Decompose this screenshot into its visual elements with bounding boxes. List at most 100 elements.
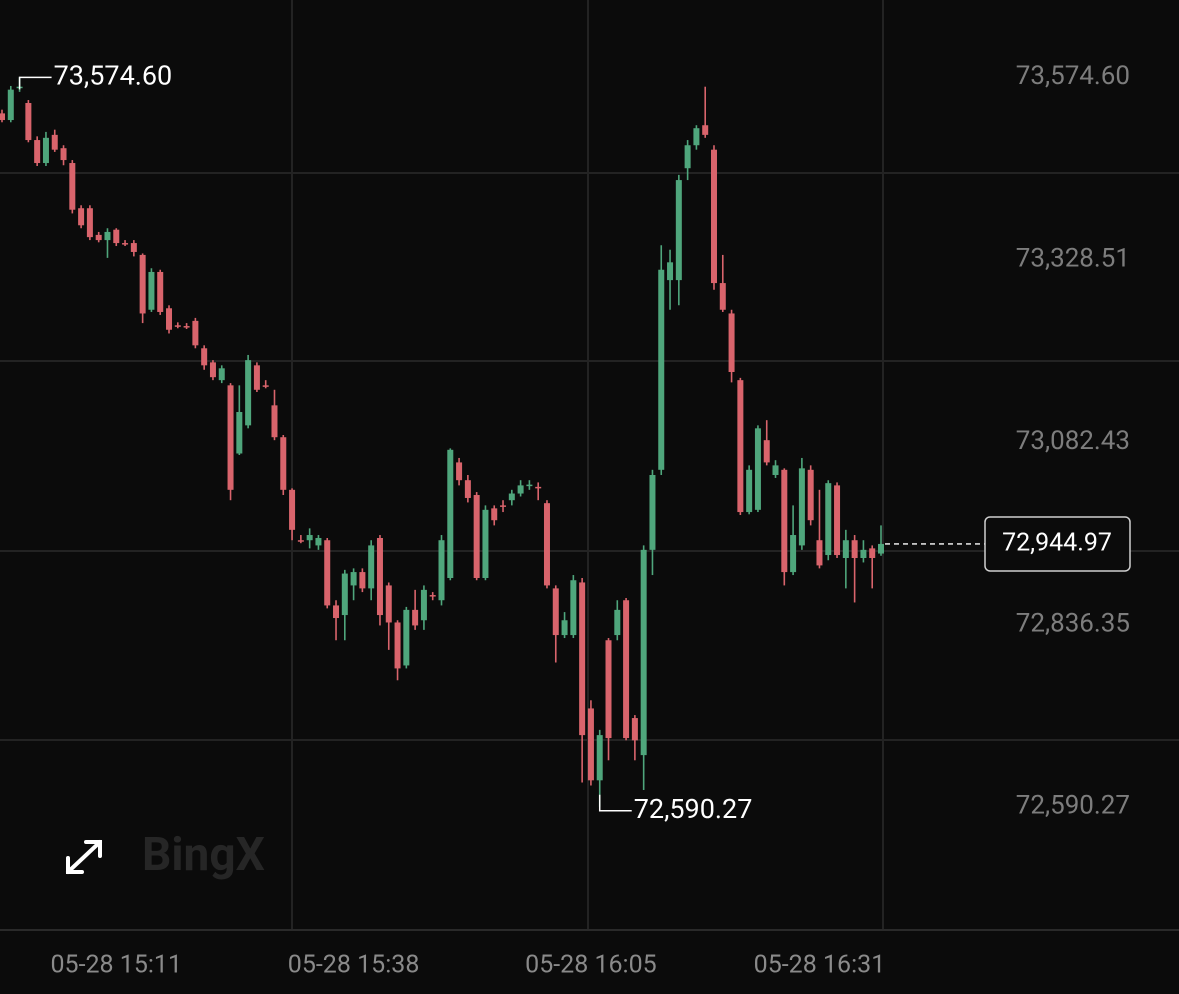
candle-body: [236, 412, 243, 454]
candle-body: [201, 348, 208, 366]
y-tick-label: 73,574.60: [1016, 61, 1130, 91]
candle-body: [570, 580, 577, 636]
high-marker-label: 73,574.60: [54, 59, 173, 91]
candle-body: [148, 271, 155, 310]
candle-body: [42, 137, 49, 164]
candle-body: [60, 148, 67, 161]
candle-body: [605, 640, 612, 739]
candle-body: [579, 582, 586, 736]
candle-body: [693, 128, 700, 146]
candle-body: [218, 368, 225, 381]
candle-body: [684, 145, 691, 169]
candle-body: [306, 535, 313, 541]
candle-body: [710, 149, 717, 284]
candle-body: [456, 462, 463, 481]
candle-body: [183, 326, 190, 328]
candle-body: [491, 508, 498, 521]
candle-body: [834, 485, 841, 556]
candle-body: [447, 449, 454, 579]
candle-body: [359, 572, 366, 589]
candle-body: [816, 540, 823, 566]
candle-body: [122, 243, 129, 245]
candle-body: [482, 509, 489, 579]
candle-body: [614, 609, 621, 636]
candle-body: [851, 540, 858, 558]
candle-body: [719, 283, 726, 310]
candle-body: [25, 103, 32, 141]
candle-body: [623, 600, 630, 739]
candle-body: [157, 271, 164, 312]
candle-body: [227, 385, 234, 490]
candle-body: [438, 540, 445, 601]
candle-body: [139, 254, 146, 314]
candle-body: [394, 622, 401, 669]
candle-body: [508, 493, 515, 501]
candle-body: [192, 320, 199, 346]
candle-body: [86, 208, 93, 238]
candle-body: [535, 486, 542, 489]
candle-body: [209, 362, 216, 378]
candle-body: [464, 480, 471, 498]
last-price-label: 72,944.97: [1002, 529, 1112, 558]
x-tick-label: 05-28 16:31: [754, 951, 886, 980]
candle-body: [631, 718, 638, 741]
candle-body: [702, 125, 709, 135]
candle-body: [807, 469, 814, 521]
y-tick-label: 72,836.35: [1016, 608, 1130, 638]
last-price-box: [984, 516, 1131, 572]
candle-body: [78, 208, 85, 226]
candle-body: [403, 609, 410, 666]
candle-body: [245, 360, 252, 426]
candle-body: [798, 468, 805, 546]
y-tick-label: 73,082.43: [1016, 426, 1130, 456]
candle-body: [174, 325, 181, 327]
candle-body: [280, 437, 287, 490]
candle-body: [95, 234, 102, 241]
candle-body: [341, 573, 348, 616]
candle-body: [166, 308, 173, 330]
candle-body: [658, 269, 665, 470]
x-tick-label: 05-28 15:11: [50, 951, 182, 980]
x-tick-label: 05-28 15:38: [288, 951, 420, 980]
y-tick-label: 73,328.51: [1016, 244, 1130, 274]
candle-body: [297, 540, 304, 542]
candle-body: [746, 469, 753, 513]
candle-body: [526, 484, 533, 487]
candle-body: [675, 180, 682, 281]
candle-body: [781, 469, 788, 573]
candle-body: [376, 537, 383, 616]
candle-body: [51, 134, 58, 150]
candle-body: [737, 380, 744, 513]
candle-body: [262, 385, 269, 387]
candle-body: [596, 735, 603, 781]
candle-body: [315, 537, 322, 546]
candle-body: [517, 485, 524, 494]
candle-body: [412, 609, 419, 626]
candle-body: [350, 572, 357, 586]
candle-body: [324, 540, 331, 606]
candle-body: [271, 405, 278, 438]
candle-body: [500, 505, 507, 507]
candle-body: [368, 545, 375, 589]
candle-body: [429, 595, 436, 597]
low-marker-label: 72,590.27: [634, 793, 753, 825]
candle-body: [825, 483, 832, 556]
candle-body: [333, 605, 340, 619]
y-tick-label: 72,590.27: [1016, 791, 1130, 821]
candle-body: [420, 589, 427, 621]
candle-body: [543, 503, 550, 586]
candle-body: [587, 708, 594, 781]
candle-body: [860, 549, 867, 558]
candle-body: [289, 489, 296, 530]
candle-body: [763, 440, 770, 463]
candle-body: [34, 140, 41, 164]
candle-body: [728, 313, 735, 372]
expand-icon[interactable]: [66, 840, 102, 874]
candle-body: [561, 620, 568, 636]
candle-body: [790, 535, 797, 573]
candle-body: [649, 475, 656, 550]
x-tick-label: 05-28 16:05: [525, 951, 657, 980]
high-marker-line: [18, 76, 52, 90]
